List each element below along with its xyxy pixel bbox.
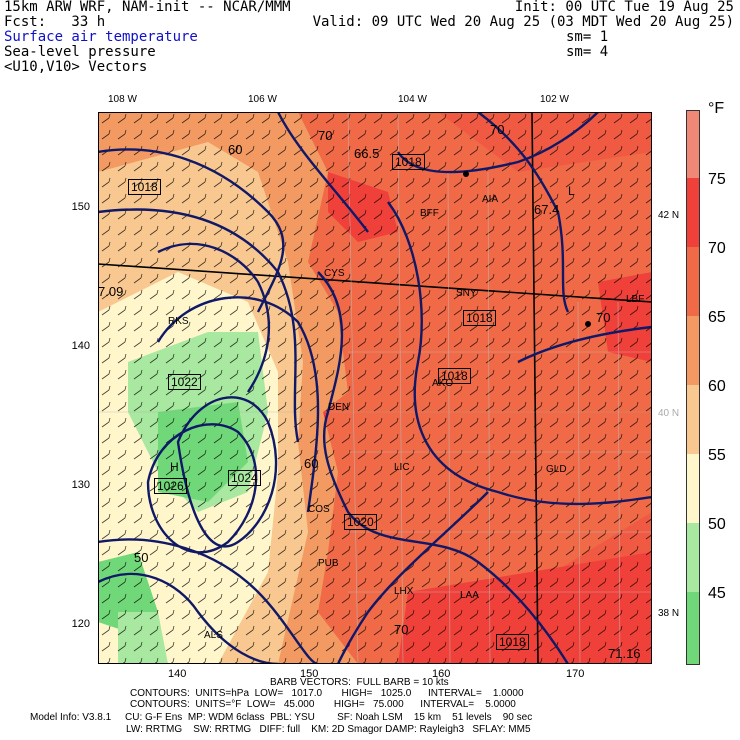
forecast-hour: Fcst: 33 h	[4, 14, 106, 30]
x-label-170: 170	[566, 668, 585, 680]
colorbar-segment-below45	[686, 592, 700, 665]
station-dot	[585, 321, 591, 327]
colorbar-tick-65: 65	[708, 309, 726, 326]
valid-time: Valid: 09 UTC Wed 20 Aug 25 (03 MDT Wed …	[312, 14, 734, 30]
co-ks-border	[531, 112, 539, 664]
colorbar-segment-50-55	[686, 454, 700, 523]
lon-label-104w: 104 W	[398, 94, 427, 105]
colorbar-segment-55-60	[686, 385, 700, 454]
colorbar-segment-65-70	[686, 247, 700, 316]
colorbar-tick-45: 45	[708, 585, 726, 602]
model-info-physics: LW: RRTMG SW: RRTMG DIFF: full KM: 2D Sm…	[126, 724, 531, 735]
barb-info: BARB VECTORS: FULL BARB = 10 kts	[270, 677, 449, 688]
station-dot	[463, 171, 469, 177]
x-label-150: 150	[300, 668, 319, 680]
lat-label-40n: 40 N	[658, 408, 680, 419]
colorbar-tick-60: 60	[708, 378, 726, 395]
contour-info-temp: CONTOURS: UNITS=°F LOW= 45.000 HIGH= 75.…	[130, 699, 516, 710]
lon-label-106w: 106 W	[248, 94, 277, 105]
field-slp: Sea-level pressure	[4, 44, 156, 60]
colorbar-tick-50: 50	[708, 516, 726, 533]
map-frame	[98, 112, 652, 664]
model-title: 15km ARW WRF, NAM-init -- NCAR/MMM	[4, 0, 291, 15]
wy-co-border	[98, 263, 652, 303]
colorbar-tick-75: 75	[708, 171, 726, 188]
init-time: Init: 00 UTC Tue 19 Aug 25	[514, 0, 734, 15]
colorbar-tick-70: 70	[708, 240, 726, 257]
model-info: Model Info: V3.8.1 CU: G-F Ens MP: WDM 6…	[30, 712, 533, 723]
weather-map	[98, 112, 652, 664]
colorbar-unit: °F	[708, 100, 725, 117]
contour-info-pressure: CONTOURS: UNITS=hPa LOW= 1017.0 HIGH= 10…	[130, 688, 524, 699]
y-label-140: 140	[71, 340, 90, 352]
smoothing-2: sm= 4	[566, 44, 609, 60]
y-label-150: 150	[71, 201, 90, 213]
colorbar-segment-45-50	[686, 523, 700, 592]
colorbar-tick-55: 55	[708, 447, 726, 464]
field-surface-temp: Surface air temperature	[4, 29, 198, 45]
field-vectors: <U10,V10> Vectors	[4, 59, 148, 75]
y-label-130: 130	[71, 479, 90, 491]
smoothing-1: sm= 1	[566, 29, 609, 45]
lon-label-102w: 102 W	[540, 94, 569, 105]
colorbar-segment-70-75	[686, 178, 700, 247]
lat-label-42n: 42 N	[658, 210, 680, 221]
y-label-120: 120	[71, 618, 90, 630]
x-label-160: 160	[432, 668, 451, 680]
wind-barbs	[98, 112, 652, 664]
x-label-140: 140	[168, 668, 187, 680]
colorbar-segment-60-65	[686, 316, 700, 385]
colorbar-segment-above75	[686, 110, 700, 179]
lon-label-108w: 108 W	[108, 94, 137, 105]
isobars	[98, 112, 652, 664]
lat-label-38n: 38 N	[658, 608, 680, 619]
